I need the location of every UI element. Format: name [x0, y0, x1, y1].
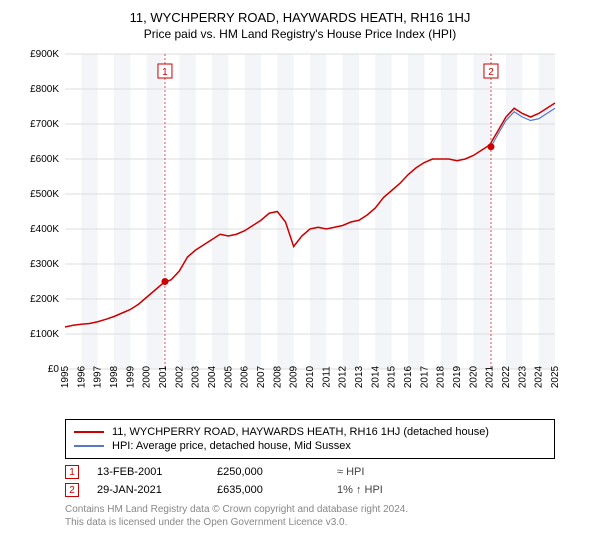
svg-text:£900K: £900K: [30, 49, 59, 60]
sale-marker-icon: 1: [65, 465, 79, 479]
svg-text:2016: 2016: [403, 365, 414, 388]
svg-text:2011: 2011: [321, 366, 332, 388]
svg-text:£500K: £500K: [30, 189, 59, 200]
legend: 11, WYCHPERRY ROAD, HAYWARDS HEATH, RH16…: [65, 419, 555, 459]
svg-text:1996: 1996: [76, 365, 87, 388]
svg-text:£100K: £100K: [30, 329, 59, 340]
svg-text:2023: 2023: [517, 365, 528, 388]
sale-price: £635,000: [217, 484, 337, 496]
svg-text:£200K: £200K: [30, 294, 59, 305]
sale-date: 29-JAN-2021: [97, 484, 217, 496]
svg-text:£300K: £300K: [30, 259, 59, 270]
sale-pct: 1% ↑ HPI: [337, 484, 457, 496]
svg-text:2009: 2009: [289, 365, 300, 388]
footer-line: Contains HM Land Registry data © Crown c…: [65, 503, 590, 516]
svg-text:2007: 2007: [256, 365, 267, 388]
legend-item-hpi: HPI: Average price, detached house, Mid …: [74, 440, 546, 452]
sale-row: 1 13-FEB-2001 £250,000 ≈ HPI: [65, 465, 590, 479]
svg-text:£0: £0: [48, 364, 60, 375]
chart-title: 11, WYCHPERRY ROAD, HAYWARDS HEATH, RH16…: [10, 10, 590, 25]
sale-row: 2 29-JAN-2021 £635,000 1% ↑ HPI: [65, 483, 590, 497]
svg-text:2018: 2018: [436, 365, 447, 388]
svg-text:2008: 2008: [272, 365, 283, 388]
svg-text:2004: 2004: [207, 365, 218, 388]
svg-text:2006: 2006: [240, 365, 251, 388]
svg-text:2000: 2000: [142, 365, 153, 388]
svg-text:2024: 2024: [534, 365, 545, 388]
svg-text:2021: 2021: [485, 365, 496, 388]
svg-text:1999: 1999: [125, 365, 136, 388]
svg-text:2025: 2025: [550, 365, 561, 388]
legend-label: HPI: Average price, detached house, Mid …: [112, 440, 351, 452]
svg-text:2013: 2013: [354, 365, 365, 388]
sale-marker-icon: 2: [65, 483, 79, 497]
svg-text:2020: 2020: [468, 365, 479, 388]
svg-text:2002: 2002: [174, 365, 185, 388]
svg-text:1995: 1995: [60, 365, 71, 388]
sale-date: 13-FEB-2001: [97, 466, 217, 478]
sales-table: 1 13-FEB-2001 £250,000 ≈ HPI 2 29-JAN-20…: [65, 465, 590, 497]
svg-text:£700K: £700K: [30, 119, 59, 130]
footer-line: This data is licensed under the Open Gov…: [65, 516, 590, 529]
svg-text:2014: 2014: [370, 365, 381, 388]
svg-text:£600K: £600K: [30, 154, 59, 165]
svg-text:2: 2: [488, 67, 494, 78]
price-chart: £0 £100K £200K £300K £400K £500K £600K £700K £80…: [10, 49, 590, 409]
svg-text:1: 1: [162, 67, 168, 78]
svg-text:2005: 2005: [223, 365, 234, 388]
svg-text:2012: 2012: [338, 365, 349, 388]
svg-text:£400K: £400K: [30, 224, 59, 235]
footer-attribution: Contains HM Land Registry data © Crown c…: [65, 503, 590, 529]
svg-text:2022: 2022: [501, 365, 512, 388]
sale-pct: ≈ HPI: [337, 466, 457, 478]
legend-label: 11, WYCHPERRY ROAD, HAYWARDS HEATH, RH16…: [112, 426, 489, 438]
svg-text:2001: 2001: [158, 365, 169, 388]
chart-subtitle: Price paid vs. HM Land Registry's House …: [10, 27, 590, 41]
svg-text:1998: 1998: [109, 365, 120, 388]
svg-text:£800K: £800K: [30, 84, 59, 95]
svg-text:1997: 1997: [93, 365, 104, 388]
legend-item-property: 11, WYCHPERRY ROAD, HAYWARDS HEATH, RH16…: [74, 426, 546, 438]
svg-text:2017: 2017: [419, 365, 430, 388]
svg-text:2019: 2019: [452, 365, 463, 388]
svg-text:2010: 2010: [305, 365, 316, 388]
svg-text:2015: 2015: [387, 365, 398, 388]
sale-price: £250,000: [217, 466, 337, 478]
svg-text:2003: 2003: [191, 365, 202, 388]
